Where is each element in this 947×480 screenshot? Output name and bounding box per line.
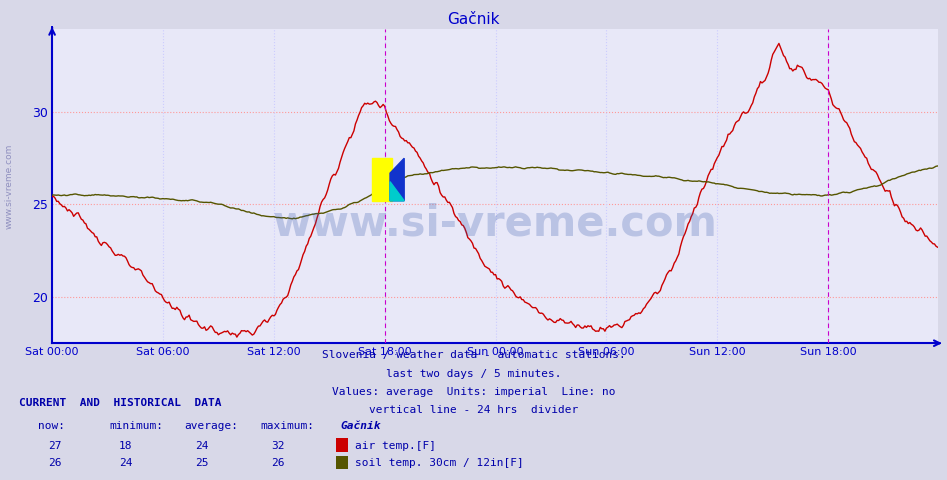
Text: CURRENT  AND  HISTORICAL  DATA: CURRENT AND HISTORICAL DATA	[19, 397, 222, 408]
Bar	[372, 158, 392, 201]
Text: last two days / 5 minutes.: last two days / 5 minutes.	[385, 369, 562, 379]
Text: www.si-vreme.com: www.si-vreme.com	[5, 144, 14, 228]
Text: 26: 26	[48, 458, 62, 468]
Text: 27: 27	[48, 441, 62, 451]
Text: soil temp. 30cm / 12in[F]: soil temp. 30cm / 12in[F]	[355, 458, 524, 468]
Text: average:: average:	[185, 420, 239, 431]
Text: maximum:: maximum:	[260, 420, 314, 431]
Text: now:: now:	[38, 420, 65, 431]
Text: 24: 24	[119, 458, 133, 468]
Text: 26: 26	[271, 458, 284, 468]
Text: Gačnik: Gačnik	[447, 12, 500, 27]
Text: minimum:: minimum:	[109, 420, 163, 431]
Text: 24: 24	[195, 441, 208, 451]
Polygon shape	[390, 158, 404, 201]
Text: Gačnik: Gačnik	[341, 420, 382, 431]
Text: air temp.[F]: air temp.[F]	[355, 441, 437, 451]
Text: www.si-vreme.com: www.si-vreme.com	[273, 203, 717, 245]
Polygon shape	[390, 181, 404, 201]
Text: Values: average  Units: imperial  Line: no: Values: average Units: imperial Line: no	[331, 387, 616, 397]
Text: vertical line - 24 hrs  divider: vertical line - 24 hrs divider	[369, 405, 578, 415]
Text: 25: 25	[195, 458, 208, 468]
Text: Slovenia / weather data - automatic stations.: Slovenia / weather data - automatic stat…	[322, 350, 625, 360]
Text: 32: 32	[271, 441, 284, 451]
Text: 18: 18	[119, 441, 133, 451]
